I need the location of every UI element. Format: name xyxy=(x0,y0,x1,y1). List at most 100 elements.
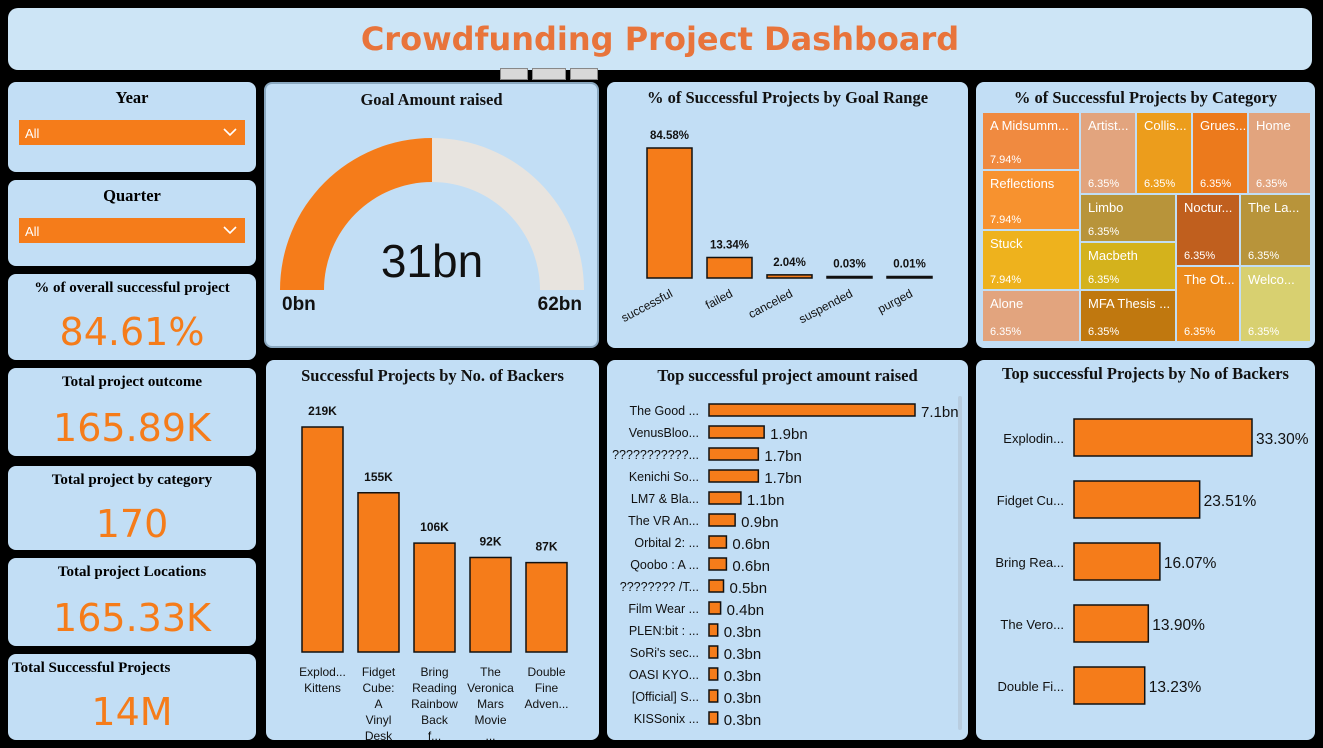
y-tick-label: KISSonix ... xyxy=(634,712,699,726)
y-tick-label: Orbital 2: ... xyxy=(634,536,699,550)
backers-chart-card: Successful Projects by No. of Backers 21… xyxy=(266,360,599,740)
top-backers-chart: Explodin... 33.30% Fidget Cu... 23.51% Bring… xyxy=(995,418,1309,705)
data-label: 0.3bn xyxy=(724,668,762,685)
gauge-card: Goal Amount raised 31bn 0bn 62bn xyxy=(264,82,599,348)
treemap-cell[interactable]: The La... 6.35% xyxy=(1240,194,1311,266)
treemap-cell[interactable]: MFA Thesis ... 6.35% xyxy=(1080,290,1176,342)
x-tick-label: f... xyxy=(428,729,441,740)
gauge-fill xyxy=(280,138,432,290)
backers-chart-title: Successful Projects by No. of Backers xyxy=(301,366,564,385)
treemap-cell[interactable]: Welco... 6.35% xyxy=(1240,266,1311,342)
bar xyxy=(301,426,344,653)
quarter-slicer-label: Quarter xyxy=(103,186,161,205)
treemap-cell[interactable]: Noctur... 6.35% xyxy=(1176,194,1240,266)
treemap-cell[interactable]: Grues... 6.35% xyxy=(1192,112,1248,194)
treemap-cell[interactable]: The Ot... 6.35% xyxy=(1176,266,1240,342)
more-options-icon[interactable] xyxy=(570,68,598,80)
category-treemap-title: % of Successful Projects by Category xyxy=(1013,88,1278,107)
bar xyxy=(708,491,742,505)
amount-raised-chart-title: Top successful project amount raised xyxy=(657,366,918,385)
treemap-cell-value: 6.35% xyxy=(1088,274,1120,286)
gauge-chart: 31bn 0bn 62bn xyxy=(280,138,584,315)
x-tick-label: A xyxy=(374,697,382,711)
focus-mode-icon[interactable] xyxy=(532,68,566,80)
year-dropdown[interactable]: All xyxy=(19,120,245,145)
y-tick-label: Explodin... xyxy=(1003,431,1064,446)
treemap-cell-label: Artist... xyxy=(1088,118,1129,133)
x-tick-label: suspended xyxy=(796,286,854,326)
category-treemap: A Midsumm... 7.94% Reflections 7.94% Stuck 7.… xyxy=(982,112,1311,342)
treemap-cell[interactable]: Alone 6.35% xyxy=(982,290,1080,342)
treemap-cell[interactable]: Collis... 6.35% xyxy=(1136,112,1192,194)
treemap-cell-label: Limbo xyxy=(1088,200,1124,215)
kpi-value: 165.89K xyxy=(53,406,211,450)
treemap-cell[interactable]: Stuck 7.94% xyxy=(982,230,1080,290)
treemap-cell-value: 6.35% xyxy=(1088,326,1120,338)
year-dropdown-value: All xyxy=(25,126,40,141)
bar xyxy=(708,513,736,527)
treemap-cell[interactable]: Limbo 6.35% xyxy=(1080,194,1176,242)
treemap-cell-label: A Midsumm... xyxy=(990,118,1069,133)
bar xyxy=(1073,666,1146,705)
gauge-min-label: 0bn xyxy=(282,294,316,315)
y-tick-label: Double Fi... xyxy=(998,679,1064,694)
chevron-down-icon xyxy=(223,226,237,235)
treemap-cell[interactable]: Home 6.35% xyxy=(1248,112,1311,194)
y-tick-label: SoRi's sec... xyxy=(630,646,699,660)
chevron-down-icon xyxy=(223,128,237,137)
y-tick-label: OASI KYO... xyxy=(629,668,699,682)
bar xyxy=(1073,604,1150,643)
bar xyxy=(886,275,933,279)
bar xyxy=(708,645,719,659)
goal-range-chart-title: % of Successful Projects by Goal Range xyxy=(646,88,929,107)
data-label: 1.7bn xyxy=(764,470,802,487)
y-tick-label: Kenichi So... xyxy=(629,470,699,484)
goal-range-chart: 84.58% successful 13.34% failed 2.04% cancele… xyxy=(619,130,933,326)
bar xyxy=(708,711,719,725)
bar xyxy=(646,147,693,279)
filter-icon[interactable] xyxy=(500,68,528,80)
treemap-cell-label: Stuck xyxy=(990,236,1023,251)
x-tick-label: ... xyxy=(485,729,495,740)
data-label: 13.23% xyxy=(1149,679,1202,696)
x-tick-label: Explod... xyxy=(299,665,346,679)
x-tick-label: Fine xyxy=(535,681,559,695)
treemap-cell-value: 6.35% xyxy=(1200,178,1232,190)
dashboard-title: Crowdfunding Project Dashboard xyxy=(360,20,960,58)
data-label: 0.3bn xyxy=(724,646,762,663)
x-tick-label: Adven... xyxy=(524,697,568,711)
x-tick-label: Vinyl xyxy=(366,713,392,727)
x-tick-label: Movie xyxy=(474,713,506,727)
quarter-dropdown[interactable]: All xyxy=(19,218,245,243)
treemap-cell[interactable]: A Midsumm... 7.94% xyxy=(982,112,1080,170)
treemap-cell-label: Collis... xyxy=(1144,118,1187,133)
x-tick-label: Back xyxy=(421,713,449,727)
x-tick-label: Mars xyxy=(477,697,504,711)
dashboard-title-bar: Crowdfunding Project Dashboard xyxy=(8,8,1312,70)
kpi-card-success-rate: % of overall successful project 84.61% xyxy=(8,274,256,360)
treemap-cell[interactable]: Artist... 6.35% xyxy=(1080,112,1136,194)
treemap-cell[interactable]: Reflections 7.94% xyxy=(982,170,1080,230)
y-tick-label: ???????????... xyxy=(612,448,699,462)
treemap-cell-value: 6.35% xyxy=(1248,326,1280,338)
treemap-cell-label: Macbeth xyxy=(1088,248,1138,263)
bar xyxy=(708,689,719,703)
data-label: 84.58% xyxy=(650,130,689,142)
treemap-cell-value: 7.94% xyxy=(990,154,1022,166)
scrollbar[interactable] xyxy=(958,396,962,730)
quarter-slicer: Quarter All xyxy=(8,180,256,266)
kpi-label: Total project by category xyxy=(51,472,213,488)
data-label: 23.51% xyxy=(1204,493,1257,510)
data-label: 1.1bn xyxy=(747,492,785,509)
treemap-cell-value: 7.94% xyxy=(990,274,1022,286)
kpi-label: % of overall successful project xyxy=(34,280,230,296)
amount-raised-chart: The Good ... 7.1bn VenusBloo... 1.9bn??????… xyxy=(612,403,959,729)
kpi-card-locations: Total project Locations 165.33K xyxy=(8,558,256,646)
data-label: 33.30% xyxy=(1256,431,1309,448)
treemap-cell[interactable]: Macbeth 6.35% xyxy=(1080,242,1176,290)
treemap-cell-value: 6.35% xyxy=(1184,326,1216,338)
bar xyxy=(525,561,568,653)
x-tick-label: Rainbow xyxy=(411,697,458,711)
gauge-max-label: 62bn xyxy=(538,294,582,315)
bar xyxy=(708,557,728,571)
